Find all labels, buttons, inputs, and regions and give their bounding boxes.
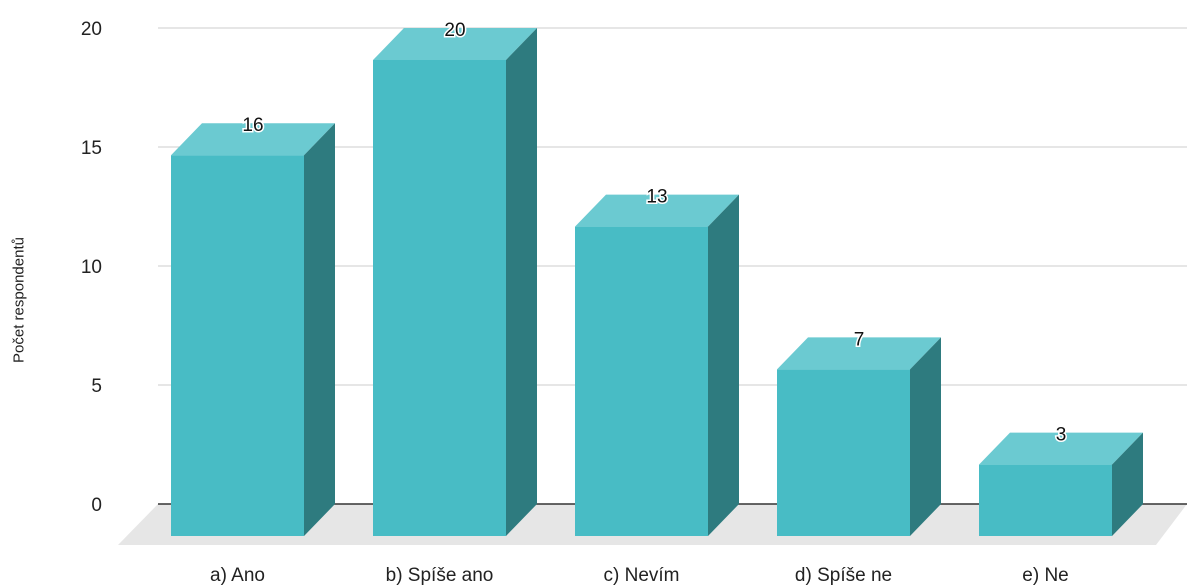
bar-top-face: [575, 194, 739, 227]
x-tick-label: c) Nevím: [604, 565, 680, 585]
bar: [979, 432, 1143, 536]
bar-top-face: [171, 123, 335, 156]
bar-side-face: [1112, 432, 1143, 536]
y-tick-label: 20: [81, 19, 102, 40]
x-axis-ticks: a) Ano b) Spíše ano c) Nevím d) Spíše ne e) …: [210, 565, 1069, 585]
bar-side-face: [910, 337, 941, 536]
bar: [575, 194, 739, 536]
bar-side-face: [304, 123, 335, 536]
bar: [373, 28, 537, 536]
bar-front-face: [373, 60, 506, 536]
bar-side-face: [708, 194, 739, 536]
x-tick-label: d) Spíše ne: [795, 565, 892, 585]
bar-top-face: [373, 28, 537, 60]
bar-side-face: [506, 28, 537, 536]
data-label: 16: [242, 115, 263, 136]
y-tick-label: 5: [91, 376, 102, 397]
x-tick-label: b) Spíše ano: [386, 565, 494, 585]
bar-front-face: [979, 464, 1112, 536]
data-label: 3: [1056, 425, 1067, 446]
bars: [171, 28, 1143, 536]
y-tick-label: 10: [81, 257, 102, 278]
data-label: 7: [854, 329, 865, 350]
bar: [171, 123, 335, 536]
bar-front-face: [777, 369, 910, 536]
bar-front-face: [575, 226, 708, 536]
y-tick-label: 15: [81, 138, 102, 159]
bar-front-face: [171, 155, 304, 536]
y-tick-label: 0: [91, 495, 102, 516]
data-label: 13: [646, 187, 667, 208]
y-axis-ticks: 0 5 10 15 20: [81, 19, 102, 516]
x-tick-label: e) Ne: [1022, 565, 1068, 585]
bar-top-face: [777, 337, 941, 370]
data-label: 20: [444, 20, 465, 41]
x-tick-label: a) Ano: [210, 565, 265, 585]
bar-top-face: [979, 432, 1143, 465]
bar: [777, 337, 941, 536]
data-labels: 16 20 13 7 3: [241, 19, 1068, 448]
